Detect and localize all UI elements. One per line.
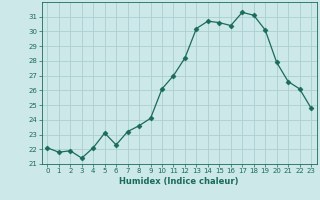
X-axis label: Humidex (Indice chaleur): Humidex (Indice chaleur)	[119, 177, 239, 186]
